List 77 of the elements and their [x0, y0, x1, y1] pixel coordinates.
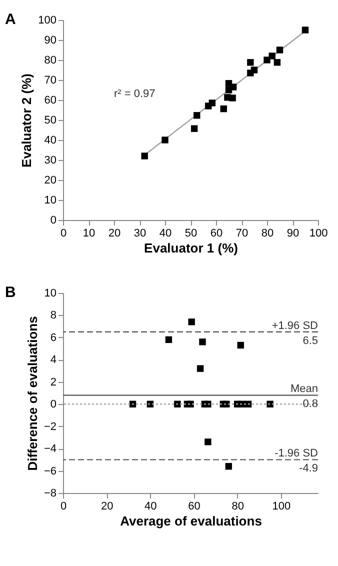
x-axis-title: Average of evaluations — [120, 514, 262, 528]
x-tick-label: 0 — [60, 228, 67, 240]
point — [250, 66, 258, 74]
x-tick-label: 100 — [309, 228, 328, 240]
annotation: r² = 0.97 — [114, 88, 156, 100]
point — [266, 400, 274, 408]
point — [141, 152, 148, 160]
point — [274, 59, 281, 66]
point — [220, 105, 228, 112]
annotation: 0.8 — [302, 398, 318, 410]
y-tick-label: 0 — [50, 398, 56, 411]
y-tick-label: −6 — [44, 465, 56, 478]
y-tick-label: 10 — [44, 194, 56, 206]
y-tick-label: 0 — [50, 214, 56, 226]
y-tick-label: −8 — [44, 488, 56, 500]
x-tick-label: 90 — [286, 228, 300, 240]
point — [302, 26, 309, 34]
point — [174, 400, 181, 408]
point — [199, 338, 206, 346]
text: B — [5, 284, 16, 301]
y-tick-label: 70 — [44, 74, 56, 86]
x-tick-label: 50 — [184, 228, 198, 240]
ref-line-label: -1.96 SD — [274, 448, 318, 460]
y-axis-title: Evaluator 2 (%) — [19, 74, 34, 168]
point — [187, 400, 194, 408]
y-axis-title: Difference of evaluations — [24, 316, 40, 471]
x-tick-label: 80 — [261, 228, 274, 240]
y-tick-label: 50 — [44, 114, 56, 126]
x-tick-label: 100 — [272, 500, 291, 512]
point — [204, 400, 212, 408]
point — [190, 125, 198, 132]
y-tick-label: 30 — [44, 154, 56, 166]
point — [208, 100, 216, 106]
y-tick-label: 4 — [50, 354, 56, 366]
text: A — [5, 11, 16, 28]
point — [162, 136, 168, 144]
ref-line-label: Mean — [290, 383, 318, 396]
point — [268, 52, 276, 60]
ref-line-label: +1.96 SD — [272, 320, 318, 332]
point — [247, 59, 254, 66]
annotation: -4.9 — [299, 462, 318, 475]
x-axis-title: Evaluator 1 (%) — [144, 240, 238, 256]
x-tick-label: 20 — [100, 500, 114, 512]
y-tick-label: 90 — [44, 34, 56, 46]
y-tick-label: 40 — [44, 134, 56, 146]
x-tick-label: 40 — [144, 500, 157, 512]
x-tick-label: 30 — [134, 228, 146, 240]
x-tick-label: 40 — [159, 228, 172, 240]
point — [225, 462, 232, 470]
point — [276, 46, 284, 54]
point — [204, 438, 212, 446]
point — [229, 94, 236, 102]
y-tick-label: 60 — [44, 94, 56, 106]
y-tick-label: 6 — [50, 332, 56, 344]
x-tick-label: 0 — [60, 500, 67, 512]
point — [230, 84, 237, 90]
y-tick-label: 10 — [44, 288, 56, 300]
x-tick-label: 60 — [210, 228, 223, 240]
point — [165, 336, 172, 344]
x-tick-label: 70 — [236, 228, 248, 240]
y-tick-label: 20 — [44, 174, 56, 186]
x-tick-label: 80 — [232, 500, 244, 512]
x-tick-label: 10 — [82, 228, 96, 240]
point — [188, 318, 195, 326]
annotation: 6.5 — [302, 334, 318, 347]
point — [196, 365, 204, 372]
point — [237, 342, 244, 349]
x-tick-label: 60 — [188, 500, 200, 512]
y-tick-label: −4 — [44, 443, 56, 456]
y-tick-label: −2 — [44, 420, 56, 433]
x-tick-label: 20 — [108, 228, 121, 240]
point — [194, 112, 200, 119]
y-tick-label: 100 — [38, 14, 56, 26]
y-tick-label: 8 — [50, 310, 56, 322]
y-tick-label: 2 — [50, 376, 56, 388]
point — [223, 400, 230, 408]
y-tick-label: 80 — [44, 54, 56, 66]
